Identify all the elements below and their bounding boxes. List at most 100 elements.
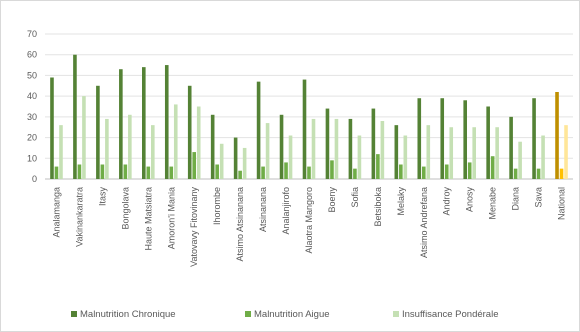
x-tick-label: Atsimo Atsinanana [235, 187, 245, 262]
y-tick-label: 40 [27, 91, 37, 101]
x-tick-label: Anosy [465, 187, 475, 213]
bar [307, 166, 311, 179]
bar [513, 168, 518, 179]
bar [330, 160, 334, 179]
bar [77, 164, 82, 179]
bar [284, 162, 288, 179]
bar [256, 81, 261, 179]
bar [169, 166, 174, 179]
bar [279, 114, 284, 179]
bar [192, 152, 197, 179]
bar [357, 135, 362, 179]
bar [128, 114, 132, 179]
bar [215, 164, 219, 179]
bar [311, 118, 316, 179]
bar [509, 116, 513, 179]
bar [449, 127, 454, 179]
bar [334, 118, 339, 179]
x-tick-label: Boeny [327, 187, 337, 213]
bar [187, 85, 192, 179]
bar [265, 123, 270, 179]
bar [325, 108, 330, 179]
bar [440, 98, 445, 179]
bar [463, 100, 467, 179]
x-tick-label: Vakinankaratra [74, 187, 84, 247]
x-tick-label: Analanjirofo [281, 187, 291, 235]
bar [59, 125, 63, 179]
bar [302, 79, 307, 179]
bar [490, 156, 495, 179]
bars [50, 54, 568, 179]
y-axis-ticks: 0 10 20 30 40 50 60 70 [27, 29, 37, 184]
bar [394, 125, 399, 179]
bar [261, 166, 265, 179]
bar [486, 106, 490, 179]
legend-swatch [393, 311, 399, 317]
bar [82, 96, 86, 179]
legend-swatch [71, 311, 77, 317]
y-tick-label: 50 [27, 70, 37, 80]
bar [353, 168, 357, 179]
x-tick-label: Alaotra Mangoro [304, 187, 314, 254]
bar [105, 118, 109, 179]
y-tick-label: 30 [27, 112, 37, 122]
x-tick-label: Analamanga [51, 187, 61, 238]
y-tick-label: 10 [27, 153, 37, 163]
bar [403, 135, 408, 179]
bar [518, 141, 522, 179]
x-axis-ticks: Analamanga Vakinankaratra Itasy Bongolava Ha… [51, 187, 566, 267]
x-tick-label: Betsiboka [373, 187, 383, 227]
x-tick-label: Melaky [396, 187, 406, 216]
bar [210, 114, 215, 179]
bar [242, 147, 247, 179]
bar [50, 77, 54, 179]
bar [164, 65, 169, 179]
y-tick-label: 60 [27, 50, 37, 60]
bar [173, 104, 178, 179]
bar [142, 67, 146, 179]
bar [123, 164, 128, 179]
bar [399, 164, 403, 179]
x-tick-label: Vatovavy Fitovinany [189, 187, 199, 267]
x-tick-label: Ihorombe [212, 187, 222, 225]
x-tick-label: Amoron'i Mania [166, 187, 176, 249]
x-tick-label: Bongolava [120, 187, 130, 230]
x-tick-label: Itasy [97, 187, 107, 207]
bar [541, 135, 545, 179]
bar [426, 125, 431, 179]
bar [371, 108, 376, 179]
bar [233, 137, 238, 179]
bar [219, 143, 224, 179]
bar [472, 127, 476, 179]
legend-swatch [245, 311, 251, 317]
y-tick-label: 20 [27, 133, 37, 143]
bar [536, 168, 541, 179]
x-tick-label: Diana [511, 187, 521, 211]
x-tick-label: Atsinanana [258, 187, 268, 232]
legend: Malnutrition Chronique Malnutrition Aigue… [71, 309, 498, 320]
bar [564, 125, 568, 179]
gridlines [45, 33, 573, 180]
bar [444, 164, 449, 179]
bar [96, 85, 100, 179]
x-tick-label: Sava [534, 187, 544, 208]
x-tick-label: Haute Matsiatra [143, 187, 153, 251]
y-tick-label: 70 [27, 29, 37, 39]
x-tick-label: Sofia [350, 187, 360, 208]
bar [196, 106, 201, 179]
bar [348, 118, 353, 179]
bar [495, 127, 499, 179]
legend-label: Insuffisance Pondérale [402, 309, 498, 320]
bar [555, 92, 559, 179]
bar [532, 98, 536, 179]
bar [238, 170, 242, 179]
y-tick-label: 0 [32, 174, 37, 184]
bar [380, 121, 385, 179]
legend-label: Malnutrition Aigue [254, 309, 330, 320]
bar [288, 135, 293, 179]
bar [119, 69, 123, 179]
bar [100, 164, 105, 179]
x-tick-label: Androy [442, 187, 452, 216]
